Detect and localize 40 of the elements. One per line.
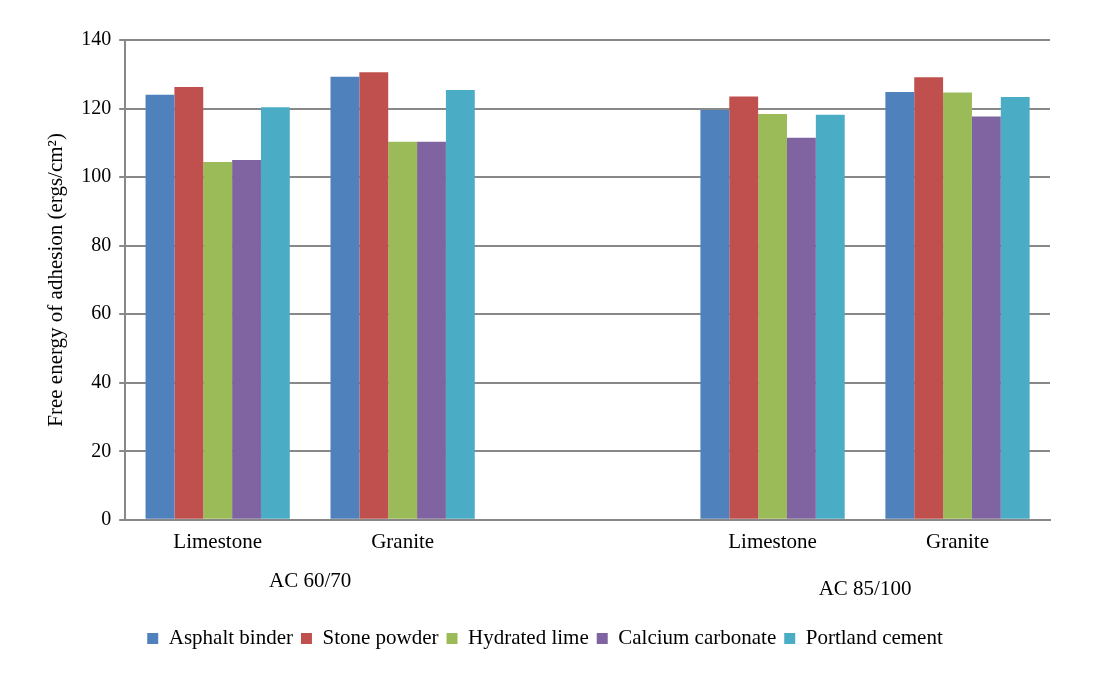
bar	[971, 116, 1001, 519]
text: AC 85/100	[818, 576, 912, 601]
bar	[885, 92, 915, 519]
y-tick-label: 60	[91, 301, 112, 324]
legend-label: Stone powder	[322, 625, 439, 650]
bar	[359, 72, 389, 519]
x-tick-label: Limestone	[728, 528, 817, 553]
y-axis-title: Free energy of adhesion (ergs/cm²)	[43, 133, 68, 427]
bar	[700, 109, 730, 519]
x-tick-label: Limestone	[173, 528, 263, 553]
bar	[388, 141, 418, 519]
bar	[914, 77, 944, 519]
y-tick-label: 40	[91, 369, 112, 392]
bar	[815, 114, 845, 519]
bar	[203, 162, 233, 519]
bar	[1000, 96, 1030, 519]
legend-label: Hydrated lime	[468, 625, 589, 650]
y-tick-label: 120	[81, 95, 112, 118]
bar	[232, 159, 261, 519]
bar	[260, 107, 290, 519]
bar	[943, 92, 972, 519]
bar	[445, 90, 475, 519]
bar	[758, 114, 787, 519]
text: AC 60/70	[269, 568, 352, 593]
y-tick-label: 140	[81, 27, 112, 50]
bar	[417, 141, 446, 519]
legend-label: Portland cement	[805, 625, 943, 650]
bar	[729, 96, 759, 519]
y-tick-label: 0	[101, 507, 112, 530]
legend-label: Calcium carbonate	[618, 625, 777, 650]
x-tick-label: Granite	[371, 528, 435, 553]
x-tick-label: Granite	[926, 528, 990, 553]
bar	[786, 137, 816, 519]
legend-label: Asphalt binder	[168, 625, 293, 650]
bar	[145, 94, 175, 519]
y-tick-label: 20	[91, 438, 112, 461]
y-tick-label: 100	[81, 164, 112, 187]
bar	[330, 76, 360, 519]
y-tick-label: 80	[91, 232, 112, 255]
bar	[174, 86, 204, 519]
